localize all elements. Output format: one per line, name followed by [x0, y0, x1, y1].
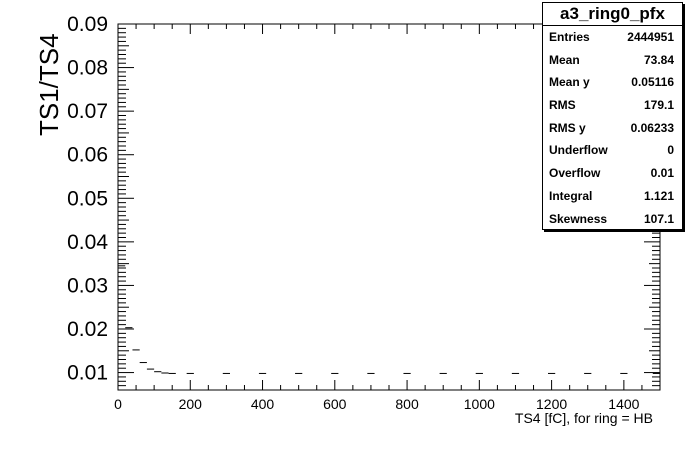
stats-value: 0	[667, 143, 674, 158]
y-tick-label: 0.03	[67, 274, 108, 297]
stats-value: 179.1	[643, 98, 674, 113]
stats-value: 0.06233	[630, 120, 674, 135]
y-tick-label: 0.08	[67, 57, 108, 80]
stats-row: Underflow 0	[543, 139, 682, 162]
x-tick-label: 1000	[464, 396, 495, 412]
x-tick-label: 1200	[536, 396, 567, 412]
stats-label: RMS y	[549, 120, 586, 135]
stats-title: a3_ring0_pfx	[543, 3, 682, 26]
stats-row: Overflow 0.01	[543, 162, 682, 185]
stats-label: Skewness	[549, 211, 608, 226]
y-tick-label: 0.09	[67, 13, 108, 36]
y-axis-label: TS1/TS4	[34, 33, 64, 136]
stats-label: RMS	[549, 98, 576, 113]
stats-rows: Entries 2444951 Mean 73.84 Mean y 0.05116 RMS 1…	[543, 26, 682, 230]
axis-tick-labels: 0 200 400 600 800 1000 1200 1400 0.01 0.02 0.03 0.0…	[67, 13, 640, 412]
stats-row: RMS y 0.06233	[543, 117, 682, 140]
stats-row: Mean 73.84	[543, 49, 682, 72]
y-tick-label: 0.07	[67, 100, 108, 123]
stats-label: Underflow	[549, 143, 608, 158]
stats-value: 2444951	[627, 30, 674, 44]
stats-value: 107.1	[643, 211, 674, 226]
stats-row: RMS 179.1	[543, 94, 682, 117]
x-tick-label: 0	[114, 396, 122, 412]
stats-row: Mean y 0.05116	[543, 71, 682, 94]
stats-value: 1.121	[643, 188, 674, 203]
stats-value: 0.05116	[631, 75, 674, 90]
stats-label: Integral	[549, 188, 593, 203]
x-axis-label: TS4 [fC], for ring = HB	[514, 410, 653, 426]
stats-row: Integral 1.121	[543, 185, 682, 208]
stats-row: Entries 2444951	[543, 26, 682, 49]
stats-value: 73.84	[643, 52, 674, 67]
y-tick-label: 0.01	[67, 362, 108, 385]
x-tick-label: 600	[323, 396, 347, 412]
x-tick-label: 1400	[608, 396, 639, 412]
y-tick-label: 0.04	[67, 231, 108, 254]
y-tick-label: 0.05	[67, 187, 108, 210]
stats-value: 0.01	[650, 166, 674, 181]
stats-label: Mean y	[549, 75, 590, 90]
stats-label: Mean	[549, 52, 580, 67]
data-marks	[118, 265, 660, 374]
x-tick-label: 800	[395, 396, 419, 412]
x-tick-label: 400	[251, 396, 275, 412]
stats-box: a3_ring0_pfx Entries 2444951 Mean 73.84 Mean…	[542, 2, 683, 230]
stats-label: Overflow	[549, 166, 601, 181]
stats-label: Entries	[549, 30, 590, 44]
y-tick-label: 0.02	[67, 318, 108, 341]
x-tick-label: 200	[179, 396, 203, 412]
y-tick-label: 0.06	[67, 144, 108, 167]
stats-row: Skewness 107.1	[543, 208, 682, 231]
